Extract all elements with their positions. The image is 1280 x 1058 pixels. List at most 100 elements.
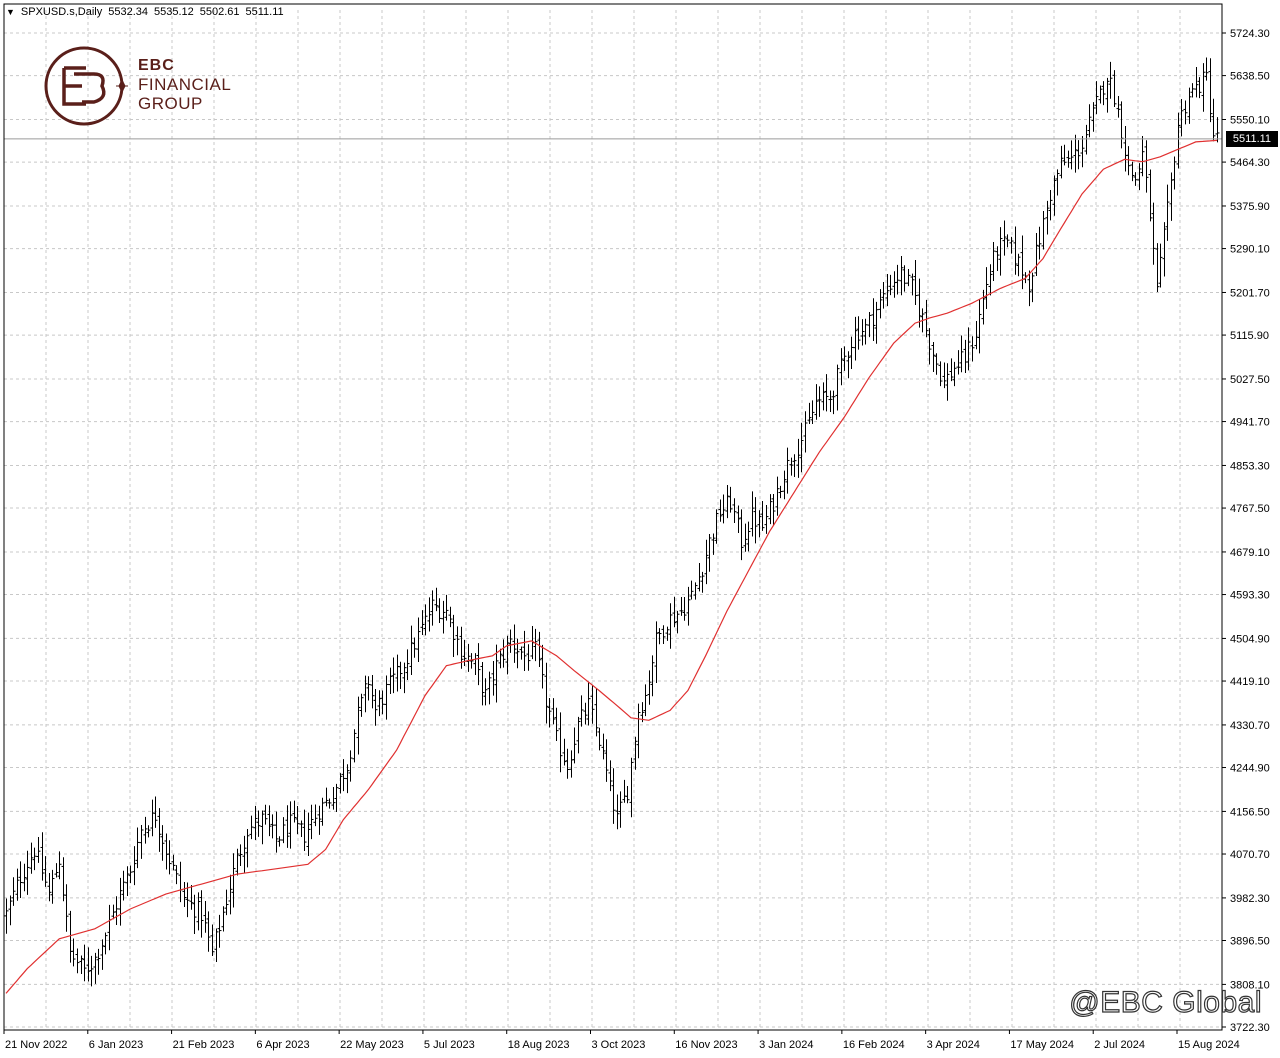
ohlc-bar [917,278,922,328]
x-tick-label: 2 Jul 2024 [1094,1039,1145,1051]
ohlc-bar [665,626,670,641]
ohlc-bar [821,382,826,411]
ohlc-bar [317,805,322,835]
y-tick-label: 5375.90 [1230,201,1270,213]
ohlc-bar [1016,253,1021,277]
y-tick-label: 5115.90 [1230,330,1269,342]
ohlc-bar [1140,136,1145,177]
ohlc-bar [505,635,510,675]
y-tick-label: 4156.50 [1230,806,1270,818]
ohlc-bar [718,499,723,522]
ohlc-bar [831,390,836,415]
ohlc-bar [256,810,261,837]
y-tick-label: 4767.50 [1230,503,1270,515]
ohlc-bar [231,853,236,908]
ohlc-bar [508,629,513,653]
ohlc-bar [324,787,329,807]
ohlc-bar [427,597,432,632]
ohlc-bar [551,698,556,725]
ohlc-bar [686,586,691,626]
ohlc-bar [1144,140,1149,193]
ohlc-bar [245,829,250,868]
ohlc-bar [1187,87,1192,124]
ohlc-bar [4,898,9,934]
ebc-logo-icon [44,46,128,126]
y-tick-label: 4330.70 [1230,720,1270,732]
ohlc-bar [807,402,812,424]
ohlc-bar [942,362,947,389]
ohlc-bar [1030,272,1035,303]
ohlc-bar [544,662,549,724]
ohlc-bar [867,312,872,338]
ohlc-bar [285,805,290,848]
ohlc-bar [61,857,66,902]
ohlc-bar [253,805,258,840]
ohlc-bar [412,637,417,658]
x-tick-label: 18 Aug 2023 [508,1039,570,1051]
ohlc-bar [799,422,804,473]
ohlc-bar [775,476,780,516]
y-tick-label: 4853.30 [1230,460,1270,472]
ohlc-bar [86,947,91,982]
ohlc-bar [476,643,481,686]
ohlc-bar [409,625,414,676]
y-tick-label: 4419.10 [1230,676,1270,688]
ohlc-bar [451,614,456,657]
price-axis-labels: 5724.30 5638.50 5550.10 5464.30 5375.90 5290.… [1222,28,1270,1034]
ohlc-bar [586,681,591,726]
ohlc-bar [22,863,27,892]
ohlc-bar [338,773,343,794]
ohlc-bar [679,597,684,616]
ohlc-bar [1179,98,1184,137]
ohlc-bar [334,783,339,812]
ohlc-bar [1211,98,1216,142]
ohlc-bar [885,273,890,307]
ohlc-bar [569,750,574,778]
ohlc-bar [753,497,758,544]
logo-line-3: GROUP [138,94,203,113]
ohlc-bar [895,264,900,295]
ohlc-bar [1158,243,1163,288]
ohlc-bar [64,884,69,932]
ohlc-bar [981,289,986,325]
ohlc-bar [345,764,350,794]
ohlc-bar [725,485,730,519]
ohlc-bar [1076,140,1081,170]
ohlc-bar [938,361,943,387]
ohlc-bar [750,491,755,537]
ohlc-bar [267,805,272,837]
ohlc-bar [977,299,982,354]
ohlc-bar [984,267,989,309]
ohlc-bar [405,649,410,680]
x-tick-label: 3 Apr 2024 [927,1039,980,1051]
ohlc-bar [1048,189,1053,221]
ohlc-bar [519,646,524,660]
ohlc-bar [668,603,673,649]
ohlc-bar [238,844,243,866]
ohlc-bar [206,911,211,952]
ohlc-bar [1080,135,1085,168]
ohlc-bar [927,328,932,365]
ohlc-bar [995,246,1000,271]
ohlc-bar [618,791,623,828]
ohlc-bar [689,580,694,600]
ohlc-bar [146,825,151,838]
ohlc-bar [82,944,87,982]
ohlc-bar [398,661,403,690]
ohlc-bar [118,877,123,926]
ohlc-bar [803,411,808,453]
ohlc-bar [860,319,865,346]
ohlc-bar [526,644,531,671]
ohlc-bar [125,866,130,896]
ohlc-bar [281,817,286,844]
ohlc-bar [700,571,705,593]
ohlc-bar [100,939,105,970]
ohlc-bar [760,500,765,531]
ohlc-bar [377,690,382,717]
ohlc-bar [178,861,183,903]
collapse-triangle-icon[interactable]: ▼ [6,7,15,17]
ohlc-bar [473,653,478,676]
ohlc-bar [157,808,162,852]
ohlc-bar [295,805,300,835]
